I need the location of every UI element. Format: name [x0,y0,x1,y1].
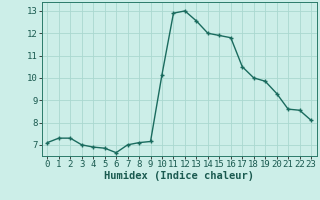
X-axis label: Humidex (Indice chaleur): Humidex (Indice chaleur) [104,171,254,181]
